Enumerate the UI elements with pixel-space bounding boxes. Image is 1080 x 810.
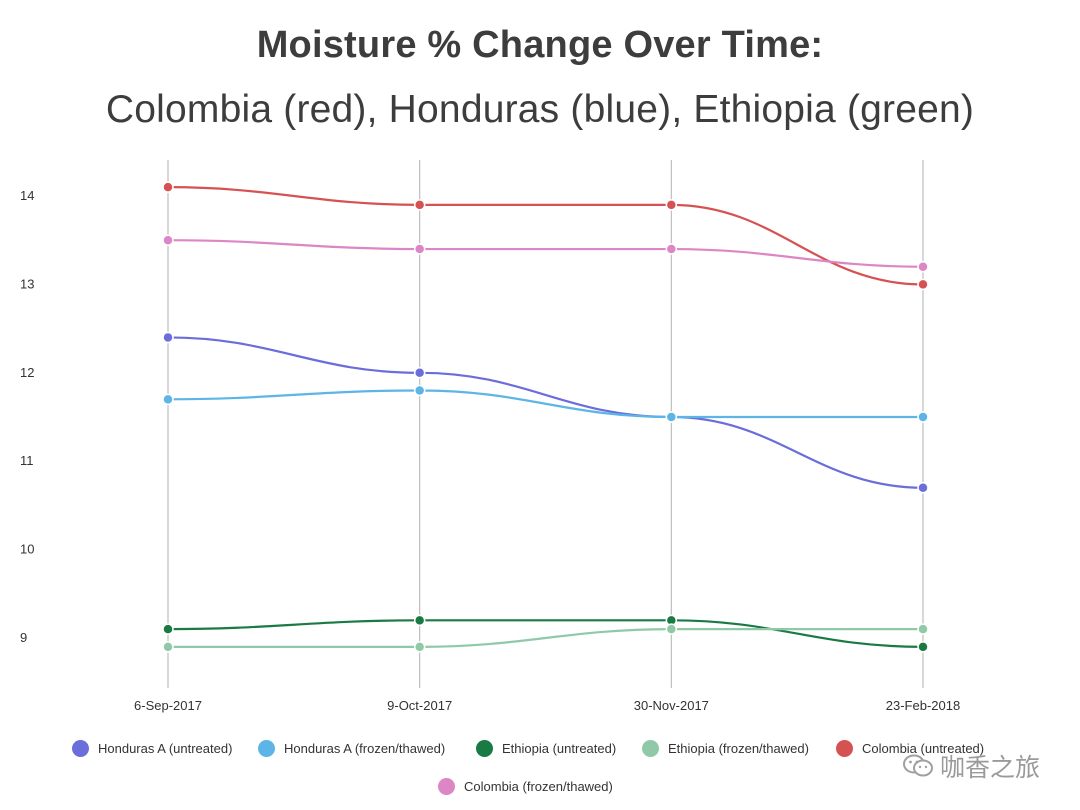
data-point <box>917 278 929 291</box>
data-point <box>413 641 426 653</box>
chart-title: Moisture % Change Over Time: <box>256 24 824 66</box>
y-tick-label: 11 <box>20 453 34 468</box>
data-point <box>162 181 174 193</box>
data-point <box>413 199 426 211</box>
data-point <box>413 384 426 397</box>
series-line <box>167 389 923 419</box>
x-tick-label: 6-Sep-2017 <box>134 698 202 713</box>
data-point <box>665 411 678 423</box>
series-points <box>162 181 929 653</box>
watermark-text: 咖香之旅 <box>940 754 1041 782</box>
data-point <box>162 641 174 653</box>
data-point <box>917 411 929 423</box>
chart-subtitle: Colombia (red), Honduras (blue), Ethiopi… <box>105 88 975 131</box>
data-point <box>413 243 426 255</box>
data-point <box>917 623 929 635</box>
data-point <box>917 641 929 653</box>
x-tick-label: 23-Feb-2018 <box>886 698 960 713</box>
series-line <box>167 619 924 648</box>
data-point <box>162 393 174 406</box>
watermark: 咖香之旅 <box>902 748 1040 784</box>
series-line <box>167 336 924 489</box>
data-point <box>162 331 174 344</box>
y-tick-label: 12 <box>20 365 34 380</box>
y-tick-label: 14 <box>20 188 34 203</box>
data-point <box>665 243 678 255</box>
x-tick-label: 30-Nov-2017 <box>634 698 709 713</box>
data-point <box>162 623 174 635</box>
y-axis-tick-labels: 9 10 11 12 13 14 <box>20 188 34 645</box>
x-axis-tick-labels: 6-Sep-2017 9-Oct-2017 30-Nov-2017 23-Feb-20… <box>134 698 960 713</box>
x-tick-label: 9-Oct-2017 <box>387 698 452 713</box>
data-point <box>413 367 426 379</box>
grid-lines <box>167 160 924 688</box>
data-point <box>665 199 678 211</box>
series-lines <box>167 186 924 648</box>
data-point <box>162 234 174 246</box>
data-point <box>413 614 426 627</box>
series-line <box>167 239 924 268</box>
y-tick-label: 10 <box>20 542 34 557</box>
data-point <box>917 481 929 494</box>
series-line <box>167 186 924 286</box>
chat-bubble-icon <box>903 754 933 777</box>
data-point <box>665 623 678 635</box>
data-point <box>917 260 929 273</box>
y-tick-label: 9 <box>20 630 27 645</box>
y-tick-label: 13 <box>20 276 34 291</box>
series-line <box>167 628 924 648</box>
